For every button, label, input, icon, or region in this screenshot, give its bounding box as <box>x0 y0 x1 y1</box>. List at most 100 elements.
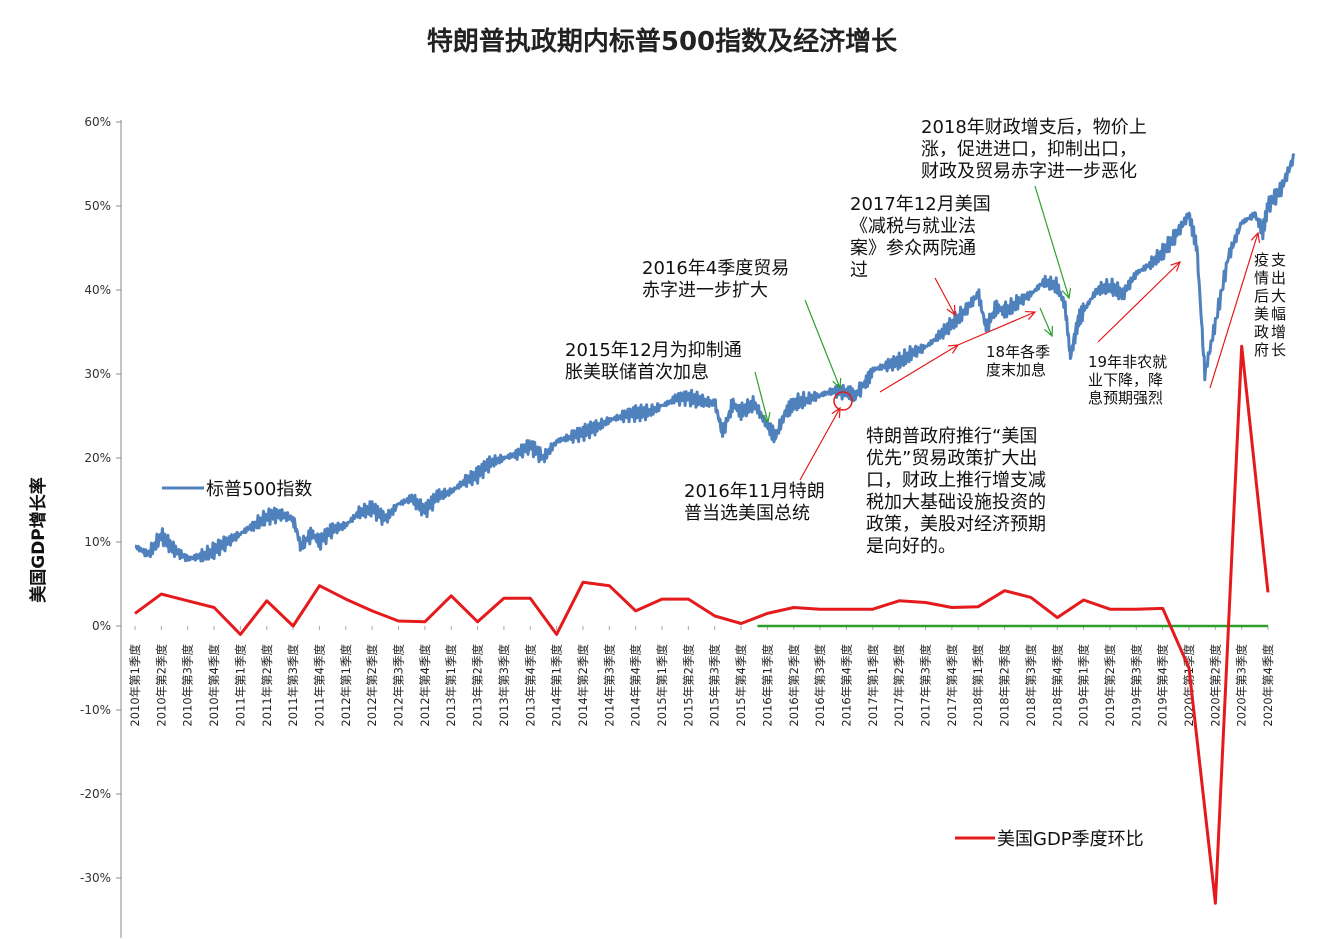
annotation-2015-12: 2015年12月为抑制通 胀美联储首次加息 <box>565 340 747 383</box>
x-tick-label: 2020年第3季度 <box>1235 644 1249 727</box>
annotation-char: 后 <box>1254 287 1269 305</box>
x-tick-label: 2012年第2季度 <box>365 644 379 727</box>
election-marker-circle <box>833 391 853 411</box>
annotation-char: 出 <box>1271 269 1286 287</box>
annotation-line: 度末加息 <box>986 361 1046 379</box>
annotation-18q4: 18年各季 度末加息 <box>986 343 1055 379</box>
annotation-2017-12: 2017年12月美国 《减税与就业法 案》参众两院通 过 <box>850 194 996 281</box>
x-tick-label: 2018年第3季度 <box>1024 644 1038 727</box>
annotation-line: 政策，美股对经济预期 <box>866 514 1046 535</box>
annotation-arrows <box>754 185 1261 481</box>
annotation-line: 2016年11月特朗 <box>684 481 825 502</box>
x-tick-label: 2017年第1季度 <box>866 644 880 727</box>
x-tick-label: 2015年第3季度 <box>708 644 722 727</box>
x-tick-label: 2019年第4季度 <box>1156 644 1170 727</box>
x-tick-label: 2014年第2季度 <box>576 644 590 727</box>
y-tick-label: 30% <box>84 367 111 381</box>
arrow-2017-12 <box>934 277 956 317</box>
x-tick-label: 2011年第3季度 <box>286 644 300 727</box>
x-tick-label: 2012年第1季度 <box>339 644 353 727</box>
annotation-line: 过 <box>850 260 868 281</box>
annotation-trump-policy: 特朗普政府推行“美国 优先”贸易政策扩大出 口，财政上推行增支减 税加大基础设施… <box>866 426 1052 557</box>
x-tick-label: 2015年第1季度 <box>655 644 669 727</box>
annotation-line: 息预期强烈 <box>1088 389 1163 407</box>
annotation-line: 胀美联储首次加息 <box>565 362 709 383</box>
annotation-line: 财政及贸易赤字进一步恶化 <box>921 161 1137 182</box>
y-tick-label: 40% <box>84 283 111 297</box>
annotation-line: 业下降，降 <box>1088 371 1163 389</box>
x-tick-label: 2013年第4季度 <box>523 644 537 727</box>
annotation-line: 2017年12月美国 <box>850 194 991 215</box>
annotation-line: 普当选美国总统 <box>684 503 810 524</box>
arrow-19 <box>1097 261 1181 343</box>
x-tick-label: 2017年第3季度 <box>919 644 933 727</box>
x-tick-label: 2019年第3季度 <box>1129 644 1143 727</box>
annotation-line: 优先”贸易政策扩大出 <box>866 448 1037 469</box>
x-tick-label: 2018年第1季度 <box>971 644 985 727</box>
x-tick-label: 2015年第2季度 <box>681 644 695 727</box>
y-tick-label: -10% <box>80 703 111 717</box>
x-tick-label: 2014年第3季度 <box>602 644 616 727</box>
x-tick-label: 2018年第2季度 <box>998 644 1012 727</box>
x-tick-label: 2015年第4季度 <box>734 644 748 727</box>
x-tick-label: 2010年第1季度 <box>128 644 142 727</box>
x-tick-label: 2016年第2季度 <box>787 644 801 727</box>
x-tick-label: 2010年第4季度 <box>207 644 221 727</box>
annotation-char: 增 <box>1271 323 1286 341</box>
annotation-char: 疫 <box>1254 251 1269 269</box>
arrow-2016-q4 <box>804 299 842 390</box>
chart-title: 特朗普执政期内标普500指数及经济增长 <box>427 26 898 57</box>
series-line-sp500 <box>134 153 1296 563</box>
annotation-char: 幅 <box>1271 305 1286 323</box>
annotation-2018: 2018年财政增支后，物价上 涨，促进进口，抑制出口， 财政及贸易赤字进一步恶化 <box>921 117 1153 182</box>
x-tick-label: 2017年第4季度 <box>945 644 959 727</box>
x-tick-label: 2011年第4季度 <box>312 644 326 727</box>
arrow-trump-2 <box>957 310 1037 346</box>
x-tick-label: 2013年第1季度 <box>444 644 458 727</box>
annotation-2016-q4: 2016年4季度贸易 赤字进一步扩大 <box>642 258 795 301</box>
x-tick-label: 2014年第4季度 <box>629 644 643 727</box>
legend-label-gdp: 美国GDP季度环比 <box>997 829 1144 850</box>
arrow-2015-12 <box>754 371 771 424</box>
x-tick-label: 2010年第2季度 <box>154 644 168 727</box>
arrow-2016-11 <box>799 406 841 481</box>
annotation-19: 19年非农就 业下降，降 息预期强烈 <box>1088 353 1172 407</box>
annotation-line: 税加大基础设施投资的 <box>866 492 1046 513</box>
y-tick-label: 60% <box>84 115 111 129</box>
annotation-char: 情 <box>1254 269 1269 287</box>
arrow-2018 <box>1034 185 1072 300</box>
y-tick-label: 20% <box>84 451 111 465</box>
x-tick-label: 2020年第2季度 <box>1208 644 1222 727</box>
x-tick-label: 2013年第3季度 <box>497 644 511 727</box>
annotation-line: 赤字进一步扩大 <box>642 280 768 301</box>
arrow-18q4 <box>1039 307 1054 338</box>
x-tick-label: 2019年第2季度 <box>1103 644 1117 727</box>
annotation-line: 19年非农就 <box>1088 353 1167 371</box>
x-tick-label: 2011年第1季度 <box>233 644 247 727</box>
x-tick-label: 2018年第4季度 <box>1050 644 1064 727</box>
annotation-2016-11: 2016年11月特朗 普当选美国总统 <box>684 481 830 524</box>
annotation-char: 美 <box>1254 305 1269 323</box>
x-tick-label: 2016年第4季度 <box>839 644 853 727</box>
legend-label-sp500: 标普500指数 <box>206 479 312 500</box>
x-tick-label: 2014年第1季度 <box>550 644 564 727</box>
annotation-line: 是向好的。 <box>866 536 956 557</box>
annotation-line: 涨，促进进口，抑制出口， <box>921 139 1137 160</box>
annotation-char: 政 <box>1254 323 1269 341</box>
series-lines <box>134 153 1296 905</box>
y-axis-label: 美国GDP增长率 <box>28 477 49 603</box>
y-tick-label: -30% <box>80 871 111 885</box>
annotation-line: 2015年12月为抑制通 <box>565 340 742 361</box>
x-tick-label: 2020年第4季度 <box>1261 644 1275 727</box>
series-line-gdp <box>134 344 1270 905</box>
x-tick-label: 2017年第2季度 <box>892 644 906 727</box>
y-tick-label: 50% <box>84 199 111 213</box>
y-axis: 60% 50% 40% 30% 20% 10% 0% -10% -20% -30% <box>80 115 122 938</box>
annotation-line: 案》参众两院通 <box>850 238 976 259</box>
annotation-char: 支 <box>1271 251 1286 269</box>
x-axis-category-labels: 2010年第1季度 2010年第2季度 2010年第3季度 2010年第4季度 2011… <box>128 626 1275 727</box>
annotation-line: 口，财政上推行增支减 <box>866 470 1046 491</box>
annotation-char: 长 <box>1271 341 1286 359</box>
arrow-covid <box>1209 231 1261 389</box>
